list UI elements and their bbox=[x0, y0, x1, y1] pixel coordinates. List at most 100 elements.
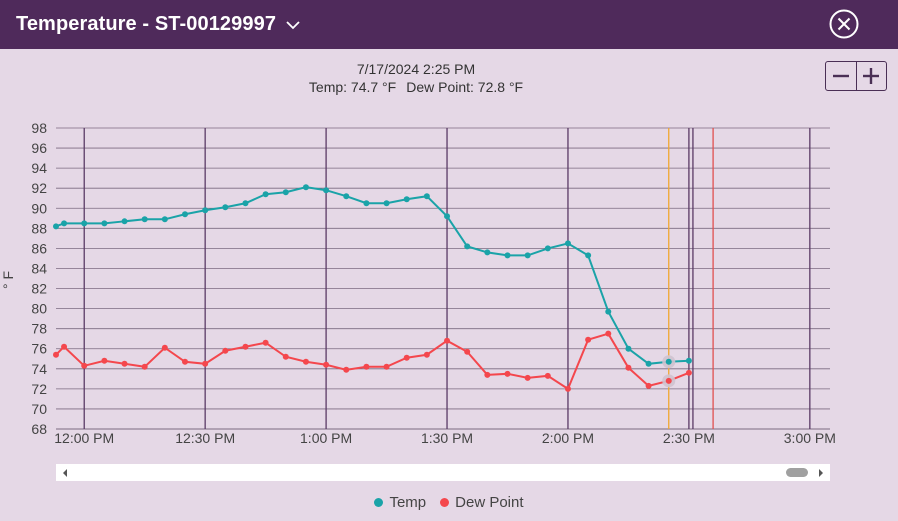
data-point-dew-point bbox=[544, 372, 551, 379]
x-axis-ticks: 12:00 PM 12:30 PM 1:00 PM 1:30 PM 2:00 PM 2:3… bbox=[54, 430, 836, 446]
data-point-temp bbox=[282, 189, 289, 196]
y-tick-label: 84 bbox=[31, 260, 47, 276]
y-tick-label: 88 bbox=[31, 220, 47, 236]
scroll-left-button[interactable] bbox=[58, 464, 72, 481]
data-point-dew-point bbox=[383, 363, 390, 370]
close-circle-icon bbox=[829, 9, 859, 39]
data-point-dew-point bbox=[484, 371, 491, 378]
data-point-temp bbox=[645, 360, 652, 367]
minus-icon bbox=[832, 74, 849, 78]
plus-icon bbox=[863, 68, 880, 84]
data-point-dew-point bbox=[524, 374, 531, 381]
data-point-dew-point bbox=[53, 351, 59, 358]
data-point-dew-point bbox=[504, 370, 511, 377]
chart-series bbox=[53, 184, 692, 392]
data-point-dew-point bbox=[81, 362, 88, 369]
series-line-dew-point bbox=[55, 332, 690, 391]
legend-item-dew-point[interactable]: Dew Point bbox=[440, 494, 524, 511]
data-point-dew-point bbox=[403, 354, 410, 361]
chart-gridlines bbox=[56, 127, 830, 430]
data-point-temp bbox=[524, 252, 531, 259]
data-point-temp bbox=[504, 252, 511, 259]
y-tick-label: 74 bbox=[31, 361, 47, 377]
scroll-right-button[interactable] bbox=[814, 464, 828, 481]
y-tick-label: 92 bbox=[31, 180, 47, 196]
chart-legend: Temp Dew Point bbox=[0, 494, 898, 511]
data-point-dew-point bbox=[262, 339, 269, 346]
y-tick-label: 76 bbox=[31, 341, 47, 357]
data-point-temp bbox=[544, 245, 551, 252]
data-point-dew-point bbox=[564, 385, 571, 392]
y-tick-label: 80 bbox=[31, 301, 47, 317]
data-point-temp bbox=[605, 308, 612, 315]
data-point-dew-point bbox=[222, 347, 229, 354]
data-point-temp bbox=[302, 184, 309, 191]
x-tick-label: 1:30 PM bbox=[421, 430, 473, 446]
data-point-dew-point bbox=[343, 366, 350, 373]
legend-swatch-temp bbox=[374, 498, 384, 507]
data-point-dew-point bbox=[141, 363, 148, 370]
data-point-temp bbox=[161, 216, 168, 223]
data-point-dew-point bbox=[685, 369, 692, 376]
data-point-temp bbox=[685, 357, 692, 364]
y-tick-label: 72 bbox=[31, 381, 47, 397]
y-tick-label: 68 bbox=[31, 421, 47, 437]
window-title: Temperature - ST-00129997 bbox=[16, 13, 277, 35]
data-point-dew-point bbox=[645, 382, 652, 389]
data-point-dew-point bbox=[161, 344, 168, 351]
data-point-temp bbox=[81, 220, 88, 227]
cursor-values: Temp: 74.7 °F Dew Point: 72.8 °F bbox=[0, 79, 832, 95]
data-point-dew-point bbox=[585, 336, 592, 343]
y-tick-label: 90 bbox=[31, 200, 47, 216]
data-point-dew-point bbox=[182, 358, 188, 365]
temp-readout: Temp: 74.7 °F bbox=[308, 79, 397, 95]
dew-readout: Dew Point: 72.8 °F bbox=[406, 79, 524, 95]
close-button[interactable] bbox=[828, 8, 860, 40]
data-point-temp bbox=[141, 216, 148, 223]
scrollbar-thumb[interactable] bbox=[786, 468, 808, 477]
temperature-chart[interactable]: 68 70 72 74 76 78 80 82 84 86 88 90 92 94 96 98 12:00 P… bbox=[0, 118, 898, 458]
data-point-dew-point bbox=[625, 364, 632, 371]
x-tick-label: 3:00 PM bbox=[784, 430, 836, 446]
cursor-timestamp: 7/17/2024 2:25 PM bbox=[356, 61, 476, 77]
y-tick-label: 96 bbox=[31, 140, 47, 156]
data-point-temp bbox=[222, 204, 229, 211]
legend-label-dew-point: Dew Point bbox=[455, 494, 524, 511]
chart-scrollbar[interactable] bbox=[56, 464, 830, 481]
data-point-dew-point bbox=[61, 343, 68, 350]
y-tick-label: 86 bbox=[31, 240, 47, 256]
y-tick-label: 98 bbox=[31, 120, 47, 136]
data-point-temp bbox=[121, 218, 128, 225]
y-tick-label: 82 bbox=[31, 281, 47, 297]
data-point-temp bbox=[262, 191, 269, 198]
data-point-temp bbox=[403, 196, 410, 203]
data-point-dew-point bbox=[202, 360, 209, 367]
data-point-temp bbox=[242, 200, 249, 207]
data-point-temp bbox=[182, 211, 188, 218]
data-point-temp bbox=[343, 193, 350, 200]
chevron-down-icon[interactable] bbox=[286, 18, 300, 32]
data-point-temp bbox=[665, 358, 672, 365]
data-point-dew-point bbox=[444, 337, 451, 344]
data-point-temp bbox=[363, 200, 370, 207]
data-point-dew-point bbox=[121, 360, 128, 367]
data-point-dew-point bbox=[323, 361, 330, 368]
data-point-temp bbox=[423, 193, 430, 200]
y-axis-ticks: 68 70 72 74 76 78 80 82 84 86 88 90 92 94 96 98 bbox=[31, 120, 47, 437]
data-point-dew-point bbox=[363, 363, 370, 370]
data-point-dew-point bbox=[282, 353, 289, 360]
zoom-controls bbox=[825, 61, 887, 91]
data-point-temp bbox=[383, 200, 390, 207]
legend-item-temp[interactable]: Temp bbox=[374, 494, 426, 511]
data-point-temp bbox=[564, 240, 571, 247]
zoom-out-button[interactable] bbox=[826, 62, 856, 90]
zoom-in-button[interactable] bbox=[855, 62, 887, 90]
chart-time-lines bbox=[83, 128, 811, 429]
data-point-temp bbox=[585, 252, 592, 259]
data-point-temp bbox=[101, 220, 108, 227]
data-point-dew-point bbox=[242, 343, 249, 350]
data-point-temp bbox=[53, 223, 59, 230]
y-tick-label: 78 bbox=[31, 321, 47, 337]
window-titlebar: Temperature - ST-00129997 bbox=[0, 0, 898, 49]
x-tick-label: 12:00 PM bbox=[54, 430, 114, 446]
